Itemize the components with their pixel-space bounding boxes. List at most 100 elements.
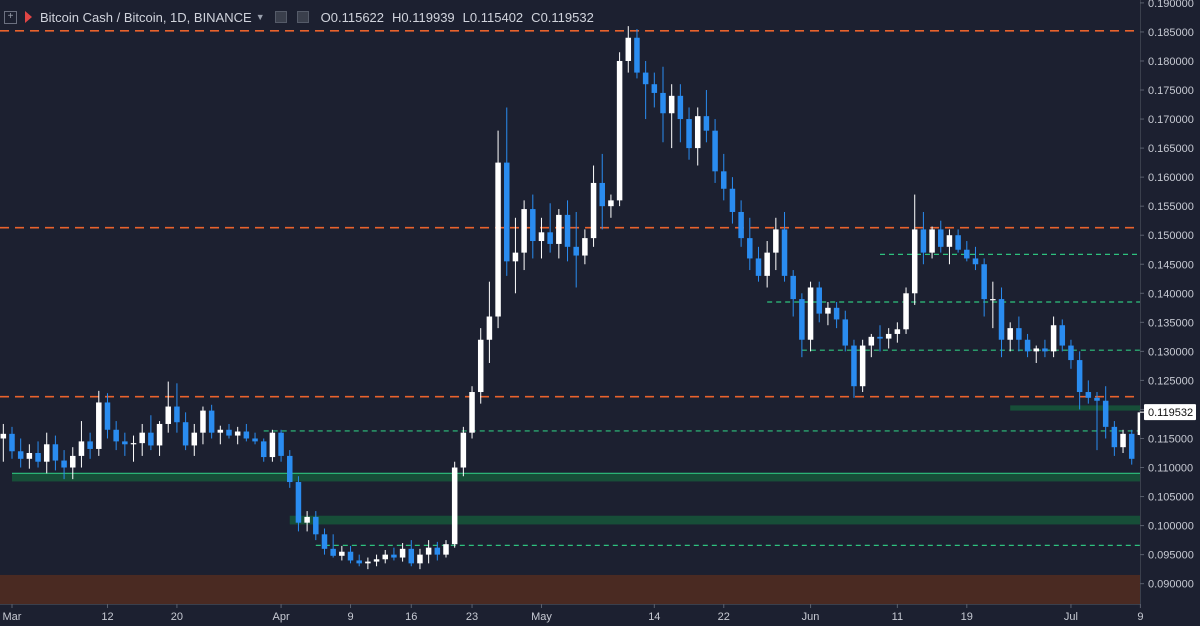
candle-body (208, 410, 215, 433)
candle-body (608, 200, 614, 207)
candle-body (911, 229, 918, 294)
candle-body (712, 130, 718, 172)
candle-body (113, 429, 119, 442)
price-tick-label: 0.140000 (1148, 288, 1194, 300)
candle-body (842, 319, 849, 346)
candle-body (1120, 433, 1126, 448)
candle-body (304, 516, 310, 523)
time-tick-label: 19 (961, 611, 973, 623)
expand-icon[interactable]: + (4, 10, 17, 24)
low-zone (0, 574, 1140, 604)
candle-body (547, 232, 553, 244)
candle-body (61, 460, 67, 468)
candle-body (104, 402, 111, 430)
candle-body (538, 232, 545, 242)
candle-body (512, 252, 519, 262)
candle-body (443, 544, 449, 555)
candle-body (651, 84, 658, 93)
candle-body (243, 431, 250, 439)
flag-icon[interactable] (25, 11, 32, 23)
time-tick-label: 9 (1137, 611, 1143, 623)
candle-body (0, 433, 7, 439)
caret-down-icon[interactable]: ▼ (255, 12, 265, 22)
candle-body (972, 258, 979, 265)
candle-body (460, 432, 467, 468)
price-tick-label: 0.155000 (1148, 201, 1194, 213)
candle-body (564, 214, 571, 247)
candle-body (356, 560, 362, 564)
candle-body (521, 209, 527, 253)
candle-body (1076, 360, 1083, 393)
ohlc-close: C0.119532 (531, 9, 594, 25)
candle-body (1050, 325, 1057, 352)
candle-body (833, 307, 840, 320)
candle-body (260, 441, 267, 458)
candle-body (807, 287, 814, 340)
candle-body (347, 551, 354, 561)
settings-icon[interactable] (274, 11, 287, 23)
candle-body (642, 72, 649, 85)
candle-body (1128, 433, 1135, 459)
price-tick-label: 0.180000 (1148, 56, 1194, 68)
candle-body (660, 92, 666, 114)
candle-body (1111, 426, 1118, 448)
candle-body (191, 432, 198, 446)
ohlc-values: O0.115622 H0.119939 L0.115402 C0.119532 (321, 10, 594, 25)
symbol-title[interactable]: Bitcoin Cash / Bitcoin, 1D, BINANCE (40, 9, 252, 25)
candle-body (477, 339, 484, 393)
candle-body (339, 551, 345, 556)
candle-body (729, 188, 736, 212)
time-axis-panel (0, 604, 1200, 626)
candle-body (530, 209, 536, 242)
price-tick-label: 0.175000 (1148, 85, 1194, 97)
time-tick-label: Mar (3, 611, 22, 623)
chart-header: + Bitcoin Cash / Bitcoin, 1D, BINANCE ▼ … (0, 0, 1140, 34)
price-tick-label: 0.105000 (1148, 492, 1194, 504)
candle-body (70, 455, 76, 468)
price-tick-label: 0.190000 (1148, 0, 1194, 10)
candle-body (781, 229, 788, 276)
candle-body (1102, 400, 1109, 427)
candle-body (573, 246, 579, 256)
candle-body (382, 554, 388, 560)
candle-body (35, 453, 41, 462)
candle-body (868, 336, 875, 346)
ohlc-low: L0.115402 (462, 9, 524, 25)
last-price-label: 0.119532 (1148, 407, 1193, 419)
candle-body (1085, 392, 1092, 398)
candle-body (234, 431, 241, 436)
price-tick-label: 0.165000 (1148, 143, 1194, 155)
candle-body (634, 37, 640, 73)
price-tick-label: 0.090000 (1148, 579, 1194, 591)
candle-body (903, 293, 909, 330)
candle-body (365, 561, 371, 564)
price-tick-label: 0.095000 (1148, 550, 1194, 562)
candle-body (165, 406, 171, 424)
time-tick-label: May (531, 611, 552, 623)
candle-body (217, 429, 224, 433)
candle-body (556, 214, 562, 244)
candle-body (9, 433, 15, 452)
candle-body (694, 116, 701, 149)
candle-body (894, 329, 901, 334)
price-tick-label: 0.130000 (1148, 346, 1194, 358)
candle-body (590, 182, 597, 239)
price-tick-label: 0.145000 (1148, 259, 1194, 271)
ohlc-open: O0.115622 (320, 9, 385, 25)
candle-body (391, 554, 397, 558)
candle-body (87, 441, 93, 449)
price-tick-label: 0.135000 (1148, 317, 1194, 329)
candle-body (677, 95, 684, 120)
candle-body (269, 432, 276, 458)
candle-body (130, 443, 137, 445)
candle-body (278, 432, 284, 456)
candle-body (78, 441, 85, 456)
candle-body (122, 441, 128, 445)
candle-body (148, 432, 154, 446)
candle-body (764, 252, 770, 276)
time-tick-label: 20 (171, 611, 183, 623)
candle-body (1024, 339, 1031, 352)
hide-icon[interactable] (296, 11, 309, 23)
price-tick-label: 0.185000 (1148, 27, 1194, 39)
